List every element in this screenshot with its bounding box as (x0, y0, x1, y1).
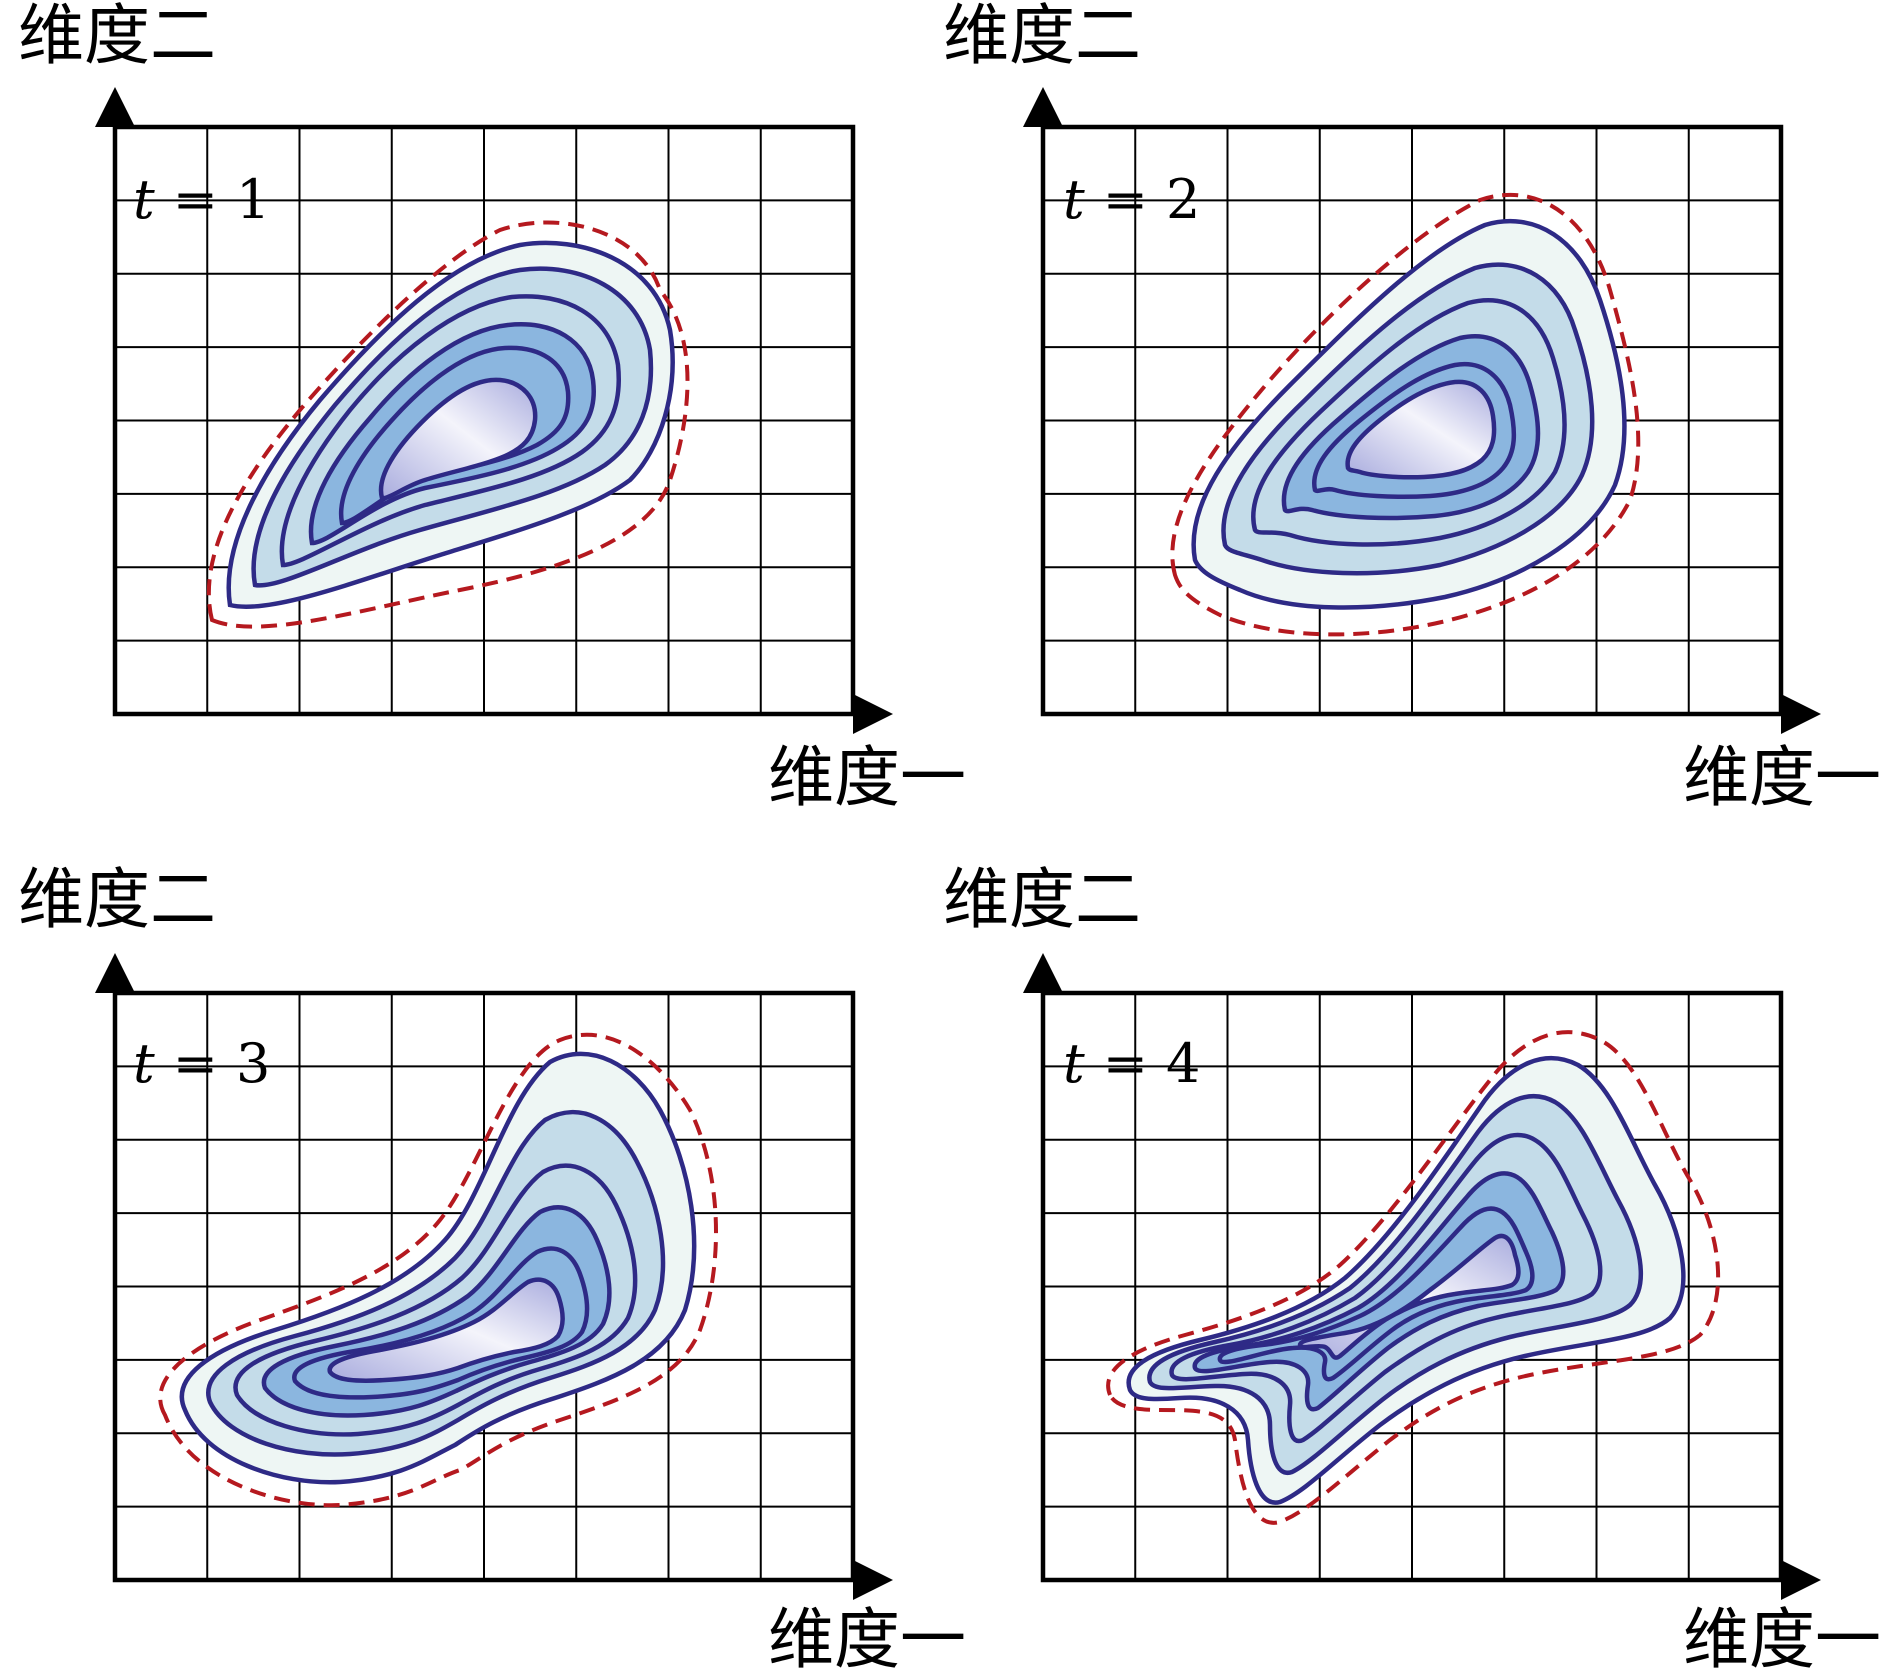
y-axis-arrowhead (95, 87, 135, 127)
contour-level-core (1297, 1233, 1521, 1360)
y-axis-label-t2: 维度二 (943, 0, 1141, 74)
density-contours-t1 (206, 220, 690, 629)
panel-frame (1040, 990, 1784, 1583)
labels: 维度二 维度一 t = 1 维度二 维度一 t = 2 维度二 维度一 t = 3 维度二 … (18, 0, 1881, 1673)
contour-level-5 (1217, 1206, 1535, 1382)
y-axis-label-t1: 维度二 (18, 0, 216, 74)
density-contours-t3 (158, 1032, 719, 1508)
panel-frame (112, 990, 856, 1583)
panel-t4 (1043, 993, 1781, 1580)
density-contours-t2 (1170, 192, 1641, 637)
time-label-t1: t = 1 (133, 168, 270, 231)
contour-level-core (1345, 379, 1497, 480)
x-axis-arrowhead (1781, 1560, 1821, 1600)
outer-dashed-contour (1106, 1030, 1721, 1525)
y-axis-arrowhead (1023, 87, 1063, 127)
x-axis-label-t4: 维度一 (1683, 1601, 1881, 1673)
y-axis-arrowhead (1023, 953, 1063, 993)
x-axis-arrowhead (853, 1560, 893, 1600)
panel-t3 (115, 993, 853, 1580)
outer-dashed-contour (158, 1032, 719, 1508)
time-label-t3: t = 3 (133, 1032, 270, 1095)
outer-dashed-contour (206, 220, 690, 629)
x-axis-arrowhead (853, 694, 893, 734)
contour-level-core (378, 377, 538, 501)
x-axis-label-t3: 维度一 (768, 1601, 966, 1673)
y-axis-label-t3: 维度二 (18, 861, 216, 938)
x-axis-label-t1: 维度一 (768, 739, 966, 816)
time-label-t4: t = 4 (1063, 1032, 1200, 1095)
panel-t1 (115, 127, 853, 714)
panel-t2 (1043, 127, 1781, 714)
x-axis-label-t2: 维度一 (1683, 739, 1881, 816)
y-axis-arrowhead (95, 953, 135, 993)
density-contours-t4 (1106, 1030, 1721, 1525)
y-axis-label-t4: 维度二 (943, 861, 1141, 938)
panel-frame (1040, 124, 1784, 717)
axes-overlay (95, 87, 1821, 1600)
time-label-t2: t = 2 (1063, 168, 1200, 231)
contour-level-core (327, 1277, 565, 1383)
panel-frame (112, 124, 856, 717)
outer-dashed-contour (1170, 192, 1641, 637)
x-axis-arrowhead (1781, 694, 1821, 734)
